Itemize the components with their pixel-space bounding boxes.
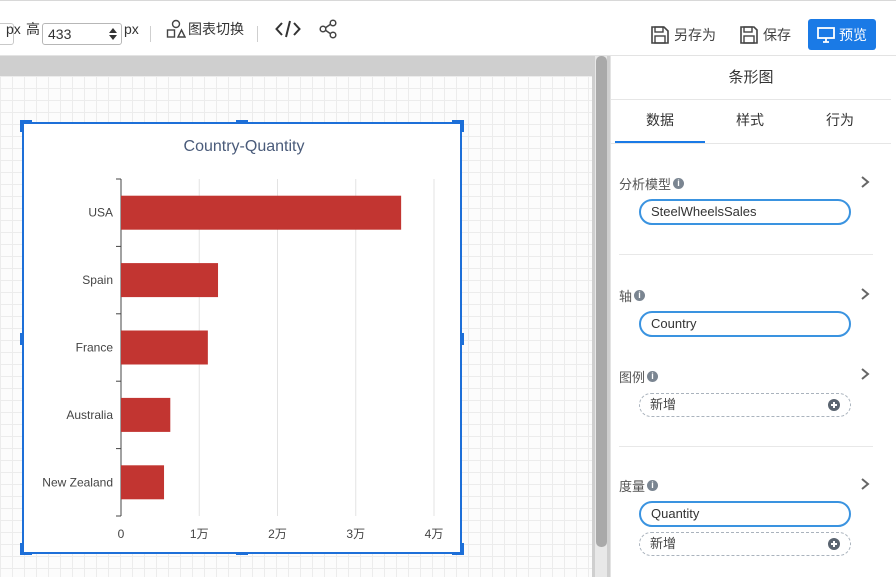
y-category-label: Spain [82, 273, 113, 287]
measure-add-label: 新增 [650, 536, 677, 551]
bar-chart: Country-Quantity USA Spain France Australia… [42, 138, 444, 541]
y-axis-labels: USA Spain France Australia New Zealand [42, 206, 113, 490]
bar-france[interactable] [121, 330, 208, 365]
info-icon[interactable]: i [647, 480, 659, 491]
height-input[interactable]: 433 [42, 23, 122, 45]
y-category-label: New Zealand [42, 475, 113, 489]
x-tick-label: 1万 [190, 527, 209, 541]
plus-circle-icon [828, 538, 840, 550]
axis-section-label: 轴 i [619, 286, 646, 305]
resize-handle[interactable] [461, 333, 464, 345]
tab-style[interactable]: 样式 [736, 112, 764, 128]
save-as-button[interactable]: 另存为 [650, 21, 716, 49]
code-icon [275, 20, 301, 38]
bar-australia[interactable] [121, 397, 171, 432]
legend-section-label: 图例 i [619, 367, 659, 386]
chart-bars [121, 195, 402, 500]
properties-panel: 条形图 数据 样式 行为 分析模型 i SteelWheelsSales 轴 i… [610, 56, 896, 577]
save-label: 保存 [763, 27, 791, 43]
bar-usa[interactable] [121, 195, 402, 230]
measure-section-label: 度量 i [619, 476, 659, 495]
monitor-icon [817, 26, 835, 43]
share-icon [319, 19, 337, 39]
resize-handle[interactable] [236, 120, 248, 123]
model-label-text: 分析模型 [619, 177, 672, 192]
legend-add-label: 新增 [650, 397, 677, 412]
x-tick-label: 4万 [425, 527, 444, 541]
bar-spain[interactable] [121, 263, 219, 298]
measure-label-text: 度量 [619, 479, 646, 494]
y-category-label: France [76, 341, 114, 355]
resize-handle[interactable] [236, 552, 248, 555]
bar-new-zealand[interactable] [121, 465, 165, 500]
chevron-right-icon[interactable] [859, 288, 871, 300]
resize-handle[interactable] [461, 543, 464, 555]
resize-handle[interactable] [20, 543, 23, 555]
axis-field[interactable]: Country [639, 311, 851, 337]
x-tick-label: 2万 [268, 527, 287, 541]
y-category-label: USA [88, 206, 113, 220]
chart-switch-icon [166, 19, 186, 38]
resize-handle[interactable] [452, 552, 464, 555]
axis-label-text: 轴 [619, 289, 633, 304]
x-axis-labels: 0 1万 2万 3万 4万 [118, 527, 444, 541]
toolbar-divider [257, 26, 258, 42]
save-as-label: 另存为 [674, 27, 716, 43]
resize-handle[interactable] [461, 120, 464, 132]
height-input-value: 433 [48, 26, 72, 42]
save-button[interactable]: 保存 [739, 21, 791, 49]
y-category-label: Australia [66, 408, 113, 422]
width-input[interactable] [0, 23, 14, 45]
save-icon [740, 26, 758, 44]
chart-switch-button[interactable]: 图表切换 [166, 1, 244, 57]
tab-data[interactable]: 数据 [615, 100, 705, 144]
info-icon[interactable]: i [647, 371, 659, 382]
info-icon[interactable]: i [634, 290, 646, 301]
preview-button[interactable]: 预览 [808, 19, 876, 50]
section-divider [619, 254, 873, 255]
info-icon[interactable]: i [673, 178, 685, 189]
chevron-right-icon[interactable] [859, 176, 871, 188]
tab-behavior[interactable]: 行为 [826, 112, 854, 128]
height-unit-label: px [124, 21, 139, 37]
save-as-icon [651, 26, 669, 44]
legend-label-text: 图例 [619, 370, 646, 385]
share-button[interactable] [318, 1, 338, 57]
plus-circle-icon [828, 399, 840, 411]
chart-switch-label: 图表切换 [188, 21, 244, 37]
chart-component[interactable]: Country-Quantity USA Spain France Australia… [22, 122, 462, 554]
width-unit-label: px [6, 21, 21, 37]
legend-add-button[interactable]: 新增 [639, 393, 851, 417]
tab-divider [611, 143, 891, 144]
resize-handle[interactable] [20, 120, 23, 132]
measure-add-button[interactable]: 新增 [639, 532, 851, 556]
measure-field[interactable]: Quantity [639, 501, 851, 527]
chevron-right-icon[interactable] [859, 368, 871, 380]
code-button[interactable] [275, 1, 301, 57]
toolbar-divider [150, 26, 151, 42]
preview-label: 预览 [839, 26, 867, 43]
resize-handle[interactable] [20, 120, 32, 123]
resize-handle[interactable] [20, 552, 32, 555]
spinner-arrows-icon[interactable] [109, 27, 117, 41]
toolbar: px 高 433 px 图表切换 [0, 0, 896, 56]
chart-title: Country-Quantity [184, 138, 305, 155]
height-label: 高 [26, 21, 40, 37]
resize-handle[interactable] [452, 120, 464, 123]
section-divider [619, 446, 873, 447]
chevron-right-icon[interactable] [859, 478, 871, 490]
x-tick-label: 0 [118, 527, 125, 541]
resize-handle[interactable] [20, 333, 23, 345]
model-field[interactable]: SteelWheelsSales [639, 199, 851, 225]
canvas-scrollbar-thumb[interactable] [596, 56, 607, 547]
model-section-label: 分析模型 i [619, 174, 685, 193]
panel-title: 条形图 [611, 56, 891, 100]
x-tick-label: 3万 [346, 527, 365, 541]
